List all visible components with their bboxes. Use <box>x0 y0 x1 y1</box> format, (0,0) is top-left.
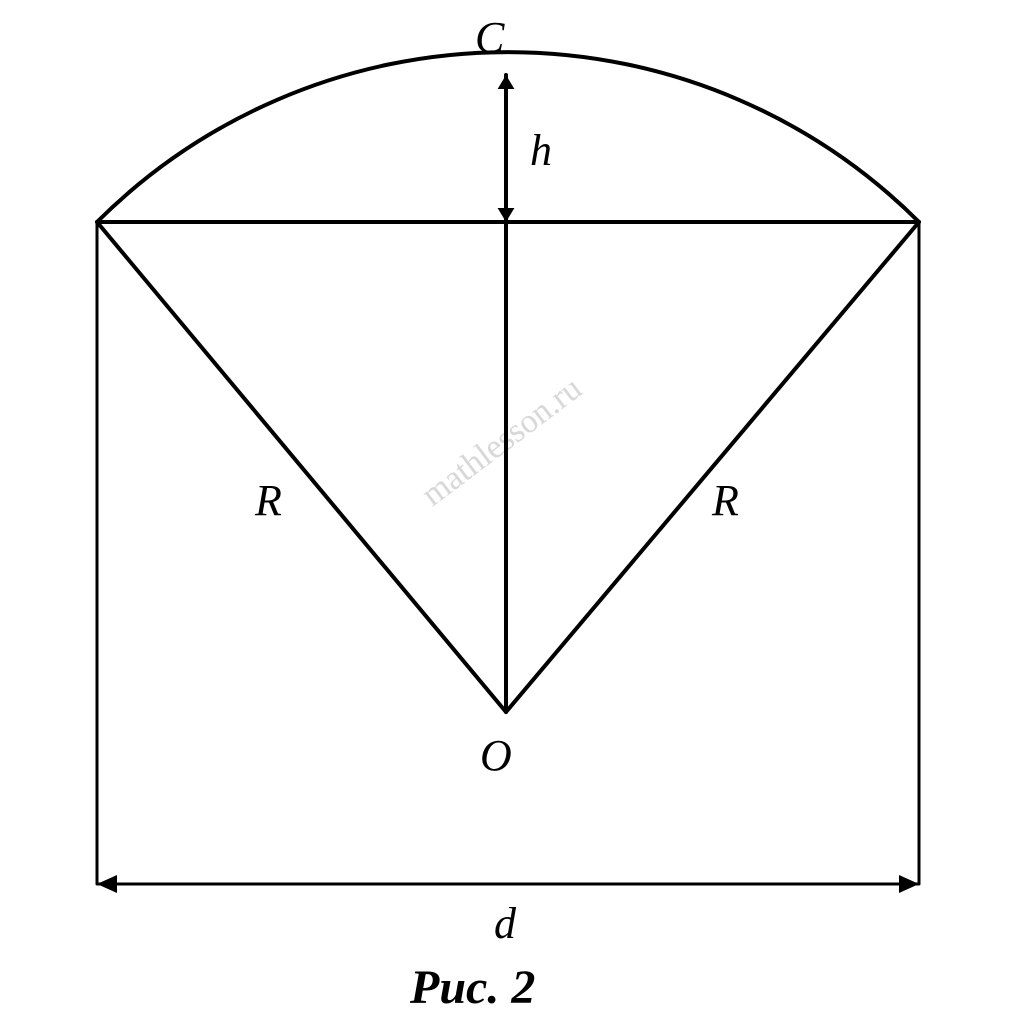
label-h: h <box>530 126 552 175</box>
label-c: C <box>475 13 505 62</box>
dim-bottom <box>97 875 919 893</box>
label-r-left: R <box>254 476 282 525</box>
label-d: d <box>494 899 517 948</box>
figure-caption: Рис. 2 <box>409 961 535 1014</box>
label-r-right: R <box>711 476 739 525</box>
radius-ob <box>506 222 919 712</box>
geometry-diagram: mathlesson.ru C h R R O d Рис. 2 <box>0 0 1013 1024</box>
watermark-text: mathlesson.ru <box>415 370 589 514</box>
label-o: O <box>480 731 512 780</box>
